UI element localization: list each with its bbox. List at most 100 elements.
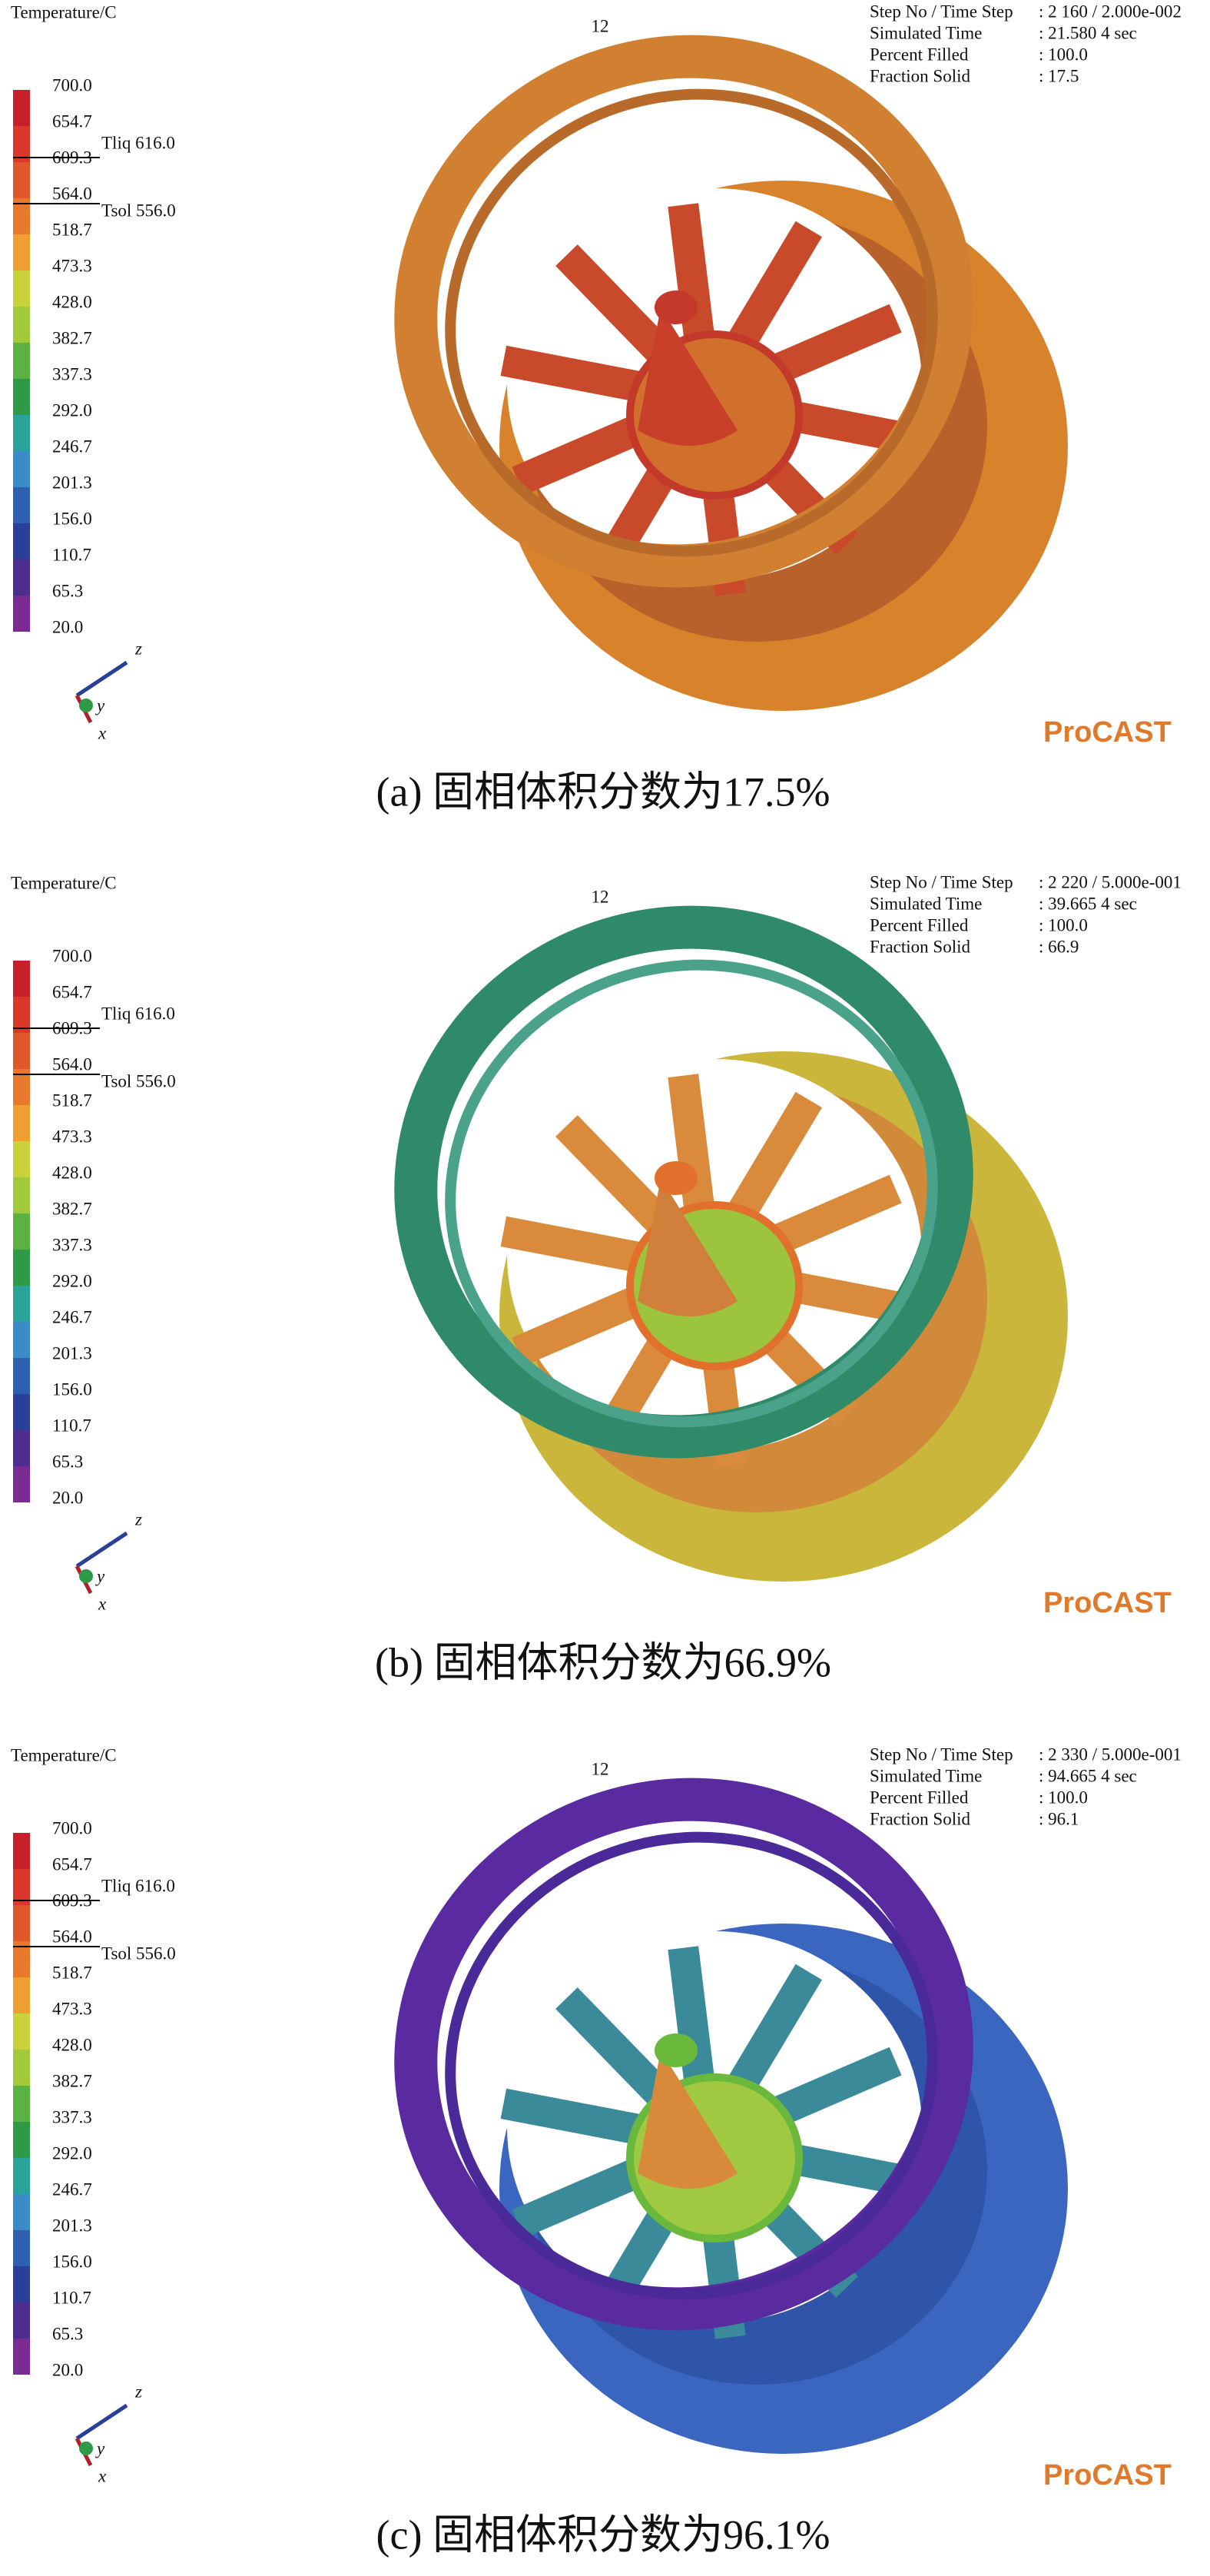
tsol-label: Tsol 556.0 <box>101 201 176 220</box>
wheel-front-ring-inner <box>445 959 938 1428</box>
legend-title: Temperature/C <box>11 873 117 892</box>
legend-band <box>13 2158 30 2194</box>
legend-label: 700.0 <box>52 1818 92 1837</box>
axis-y-label: y <box>95 1566 105 1585</box>
legend-label: 518.7 <box>52 1090 92 1110</box>
wheel-cone-tip <box>655 2033 698 2067</box>
frame-number: 12 <box>592 16 609 35</box>
legend-label: 518.7 <box>52 220 92 239</box>
legend-label: 337.3 <box>52 1235 92 1254</box>
legend-title: Temperature/C <box>11 1745 117 1764</box>
legend-band <box>13 1033 30 1069</box>
legend-label: 156.0 <box>52 509 92 528</box>
tliq-label: Tliq 616.0 <box>101 1876 175 1895</box>
legend-label: 246.7 <box>52 1307 92 1326</box>
wheel-cone-tip <box>655 290 698 324</box>
legend-band <box>13 2122 30 2158</box>
panel: Temperature/C700.0654.7609.3564.0518.747… <box>11 1744 1182 2558</box>
legend-label: 156.0 <box>52 2252 92 2271</box>
legend-title: Temperature/C <box>11 2 117 22</box>
wheel-render <box>394 905 1068 1582</box>
axis-x-label: x <box>98 2466 107 2485</box>
wheel-front-ring <box>394 35 973 588</box>
legend-label: 156.0 <box>52 1379 92 1399</box>
info-value: : 2 220 / 5.000e-001 <box>1039 872 1182 891</box>
legend-band <box>13 2086 30 2122</box>
legend-band <box>13 343 30 379</box>
frame-number: 12 <box>592 887 609 906</box>
info-label: Simulated Time <box>870 23 982 42</box>
legend-label: 201.3 <box>52 473 92 492</box>
logo: ProCAST <box>1043 1587 1172 1619</box>
legend-band <box>13 90 30 126</box>
info-value: : 94.665 4 sec <box>1039 1766 1137 1785</box>
legend-label: 473.3 <box>52 256 92 275</box>
info-label: Percent Filled <box>870 45 969 64</box>
legend-band <box>13 2050 30 2086</box>
legend-band <box>13 1466 30 1502</box>
legend-label: 654.7 <box>52 1854 92 1874</box>
axis-x-label: x <box>98 723 107 742</box>
axis-y-label: y <box>95 695 105 715</box>
legend-label: 65.3 <box>52 1452 83 1471</box>
info-label: Fraction Solid <box>870 937 970 956</box>
tliq-label: Tliq 616.0 <box>101 133 175 152</box>
info-value: : 66.9 <box>1039 937 1079 956</box>
legend-band <box>13 2339 30 2375</box>
legend-band <box>13 307 30 343</box>
legend-label: 700.0 <box>52 946 92 965</box>
panel: Temperature/C700.0654.7609.3564.0518.747… <box>11 872 1182 1685</box>
info-value: : 2 160 / 2.000e-002 <box>1039 2 1182 21</box>
legend-label: 201.3 <box>52 1343 92 1363</box>
legend-band <box>13 451 30 487</box>
legend-band <box>13 234 30 271</box>
legend-label: 110.7 <box>52 1416 91 1435</box>
wheel-render <box>394 35 1068 711</box>
info-label: Fraction Solid <box>870 66 970 85</box>
legend-label: 110.7 <box>52 2288 91 2307</box>
legend-band <box>13 559 30 596</box>
wheel-cone-tip <box>655 1161 698 1195</box>
info-label: Simulated Time <box>870 1766 982 1785</box>
legend-label: 65.3 <box>52 2324 83 2343</box>
wheel-cone <box>638 1178 738 1316</box>
info-value: : 17.5 <box>1039 66 1079 85</box>
legend-band <box>13 415 30 451</box>
info-label: Step No / Time Step <box>870 872 1013 891</box>
axis-z <box>75 2403 128 2441</box>
legend-band <box>13 1286 30 1322</box>
legend-band <box>13 596 30 632</box>
axis-z-label: z <box>134 2382 142 2401</box>
wheel-front-ring-inner <box>445 1831 938 2300</box>
legend-band <box>13 2013 30 2050</box>
legend-band <box>13 198 30 234</box>
legend-label: 473.3 <box>52 1999 92 2018</box>
tsol-label: Tsol 556.0 <box>101 1071 176 1090</box>
legend-band <box>13 2266 30 2302</box>
info-value: : 39.665 4 sec <box>1039 894 1137 913</box>
legend-band <box>13 961 30 997</box>
axis-z <box>75 660 128 698</box>
info-label: Percent Filled <box>870 915 969 934</box>
legend-label: 20.0 <box>52 1488 83 1507</box>
axis-z-label: z <box>134 639 142 658</box>
wheel-cone <box>638 2050 738 2189</box>
wheel-cone <box>638 307 738 446</box>
legend-label: 110.7 <box>52 545 91 564</box>
caption: (a) 固相体积分数为17.5% <box>376 768 830 815</box>
legend-band <box>13 1250 30 1286</box>
legend-band <box>13 1105 30 1141</box>
info-value: : 100.0 <box>1039 915 1088 934</box>
caption: (b) 固相体积分数为66.9% <box>375 1639 831 1685</box>
axis-y <box>79 1569 93 1583</box>
legend-band <box>13 1177 30 1213</box>
logo: ProCAST <box>1043 2459 1172 2491</box>
wheel-render <box>394 1778 1068 2454</box>
legend-label: 564.0 <box>52 1054 92 1074</box>
legend-band <box>13 1322 30 1358</box>
wheel-front-ring <box>394 1778 973 2331</box>
axis-x-label: x <box>98 1594 107 1613</box>
legend-band <box>13 271 30 307</box>
legend-band <box>13 379 30 415</box>
